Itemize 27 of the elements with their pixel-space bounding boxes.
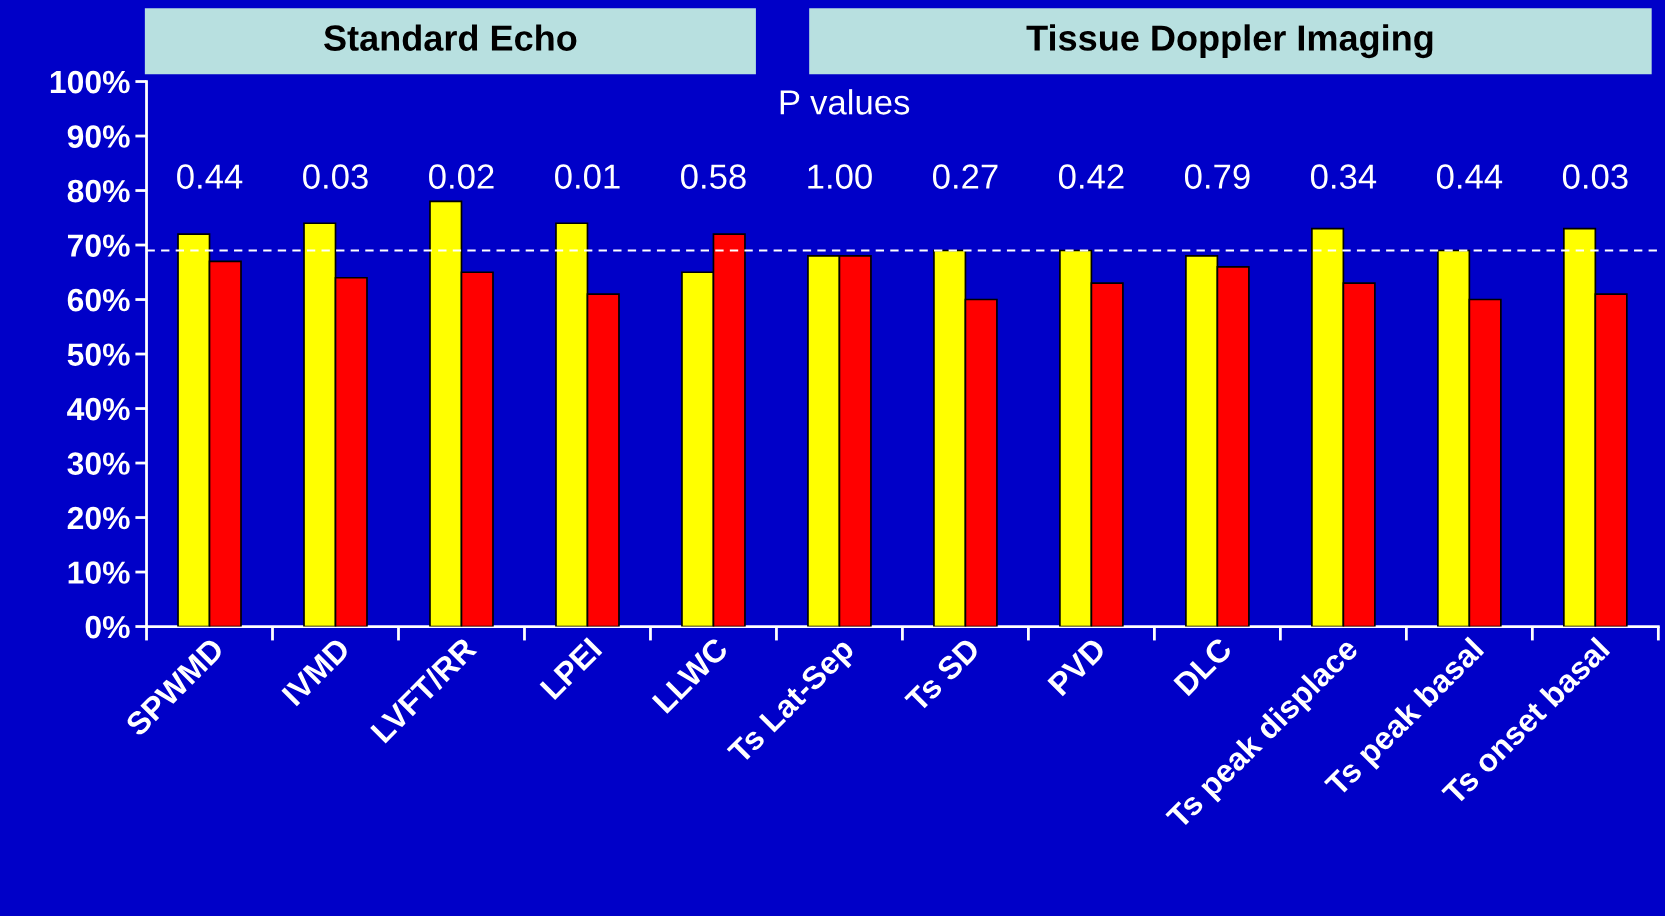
text: Standard Echo [324, 24, 577, 51]
y-tick-label: 90% [67, 125, 130, 148]
y-tick-label: 30% [67, 452, 130, 475]
annotation: 1.00 [808, 164, 872, 189]
text: Tissue Doppler Imaging [1026, 24, 1433, 59]
y-tick-label: 100% [50, 70, 130, 94]
y-tick-label: 10% [68, 561, 130, 584]
annotation: 0.27 [932, 164, 998, 189]
y-tick-label: 60% [67, 288, 130, 312]
annotation: 0.58 [681, 164, 746, 189]
annotation: 0.79 [1184, 164, 1250, 189]
y-tick-label: 70% [67, 234, 130, 257]
x-tick-label: Ts SD [903, 636, 982, 714]
annotation: 0.44 [1436, 164, 1503, 189]
annotation: 0.34 [1310, 164, 1377, 189]
y-tick-label: 0% [85, 615, 130, 639]
annotation: 0.42 [1058, 164, 1124, 189]
annotation: 0.03 [303, 164, 368, 189]
annotation: P values [780, 89, 910, 115]
y-tick-label: 50% [67, 343, 130, 366]
annotation: 0.44 [177, 164, 243, 189]
annotation: 0.01 [555, 164, 620, 189]
y-tick-label: 40% [67, 397, 130, 421]
y-tick-label: 80% [67, 179, 130, 203]
annotation: 0.02 [429, 164, 494, 189]
y-tick-label: 20% [67, 506, 130, 530]
annotation: 0.03 [1562, 164, 1628, 189]
